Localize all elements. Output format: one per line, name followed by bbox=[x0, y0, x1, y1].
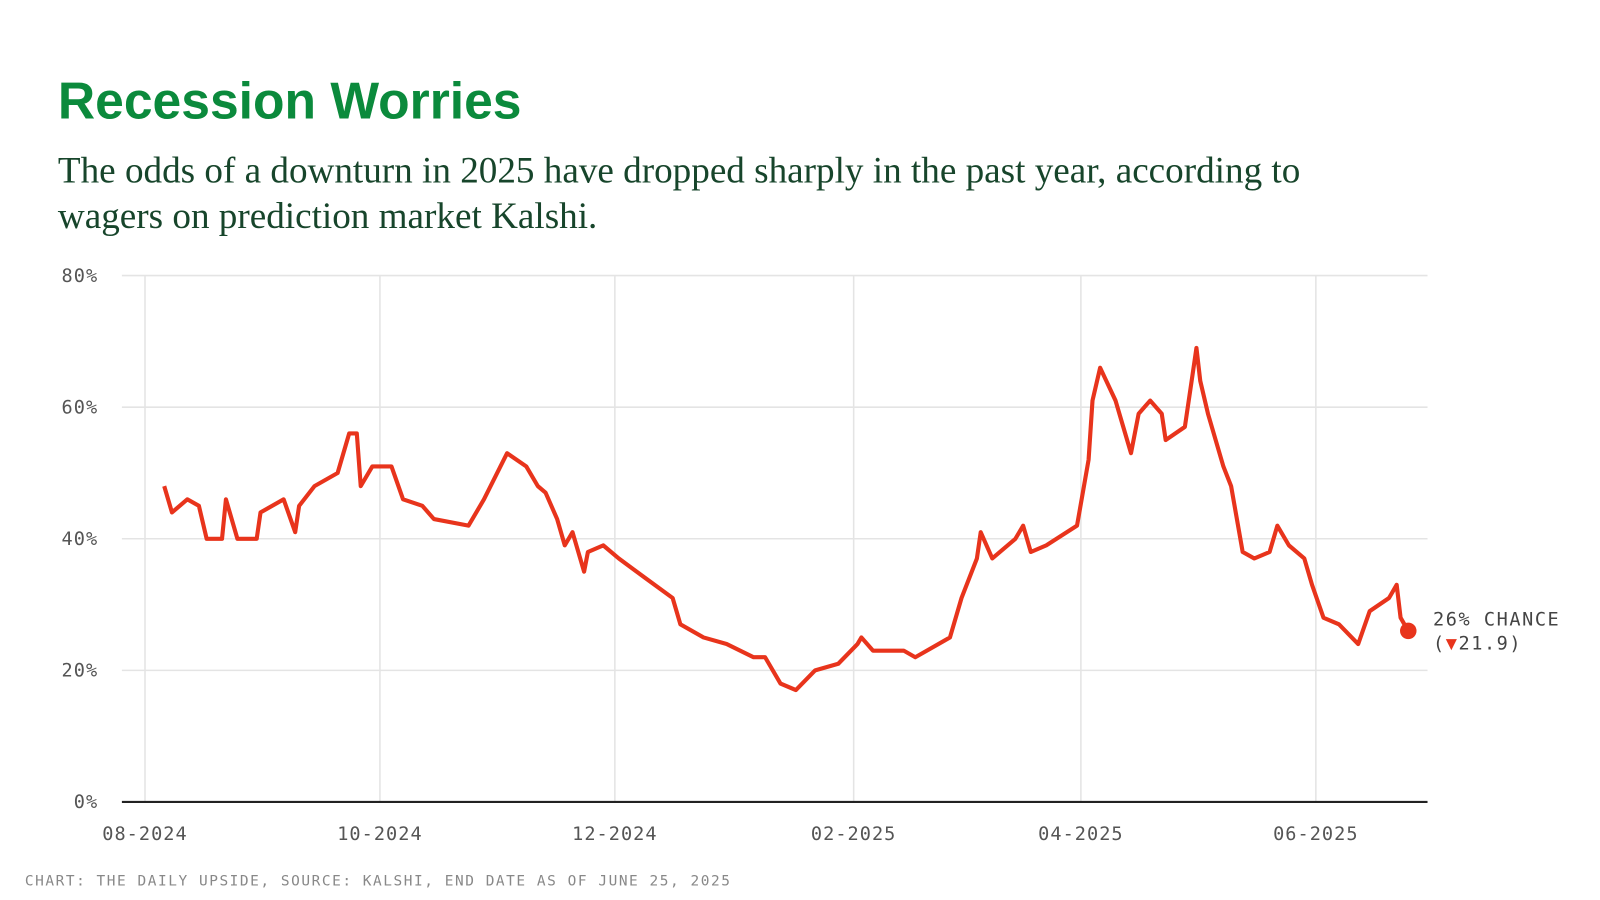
chart-subtitle: The odds of a downturn in 2025 have drop… bbox=[58, 151, 1300, 192]
x-tick-label: 08-2024 bbox=[102, 824, 187, 845]
annotation-part: 21.9) bbox=[1459, 633, 1523, 654]
y-tick-label: 20% bbox=[62, 661, 99, 682]
y-tick-label: 60% bbox=[62, 397, 99, 418]
x-tick-label: 10-2024 bbox=[337, 824, 422, 845]
x-tick-label: 04-2025 bbox=[1038, 824, 1123, 845]
end-point bbox=[1400, 622, 1417, 640]
source-note: CHART: THE DAILY UPSIDE, SOURCE: KALSHI,… bbox=[25, 874, 732, 890]
y-tick-label: 80% bbox=[62, 266, 99, 287]
annotation-label: 26% CHANCE bbox=[1433, 610, 1560, 631]
annotation-change: (▼21.9) bbox=[1433, 633, 1522, 654]
chart-subtitle: wagers on prediction market Kalshi. bbox=[58, 196, 597, 237]
chart-title: Recession Worries bbox=[58, 72, 522, 130]
annotation-part: ( bbox=[1433, 633, 1446, 654]
x-tick-label: 02-2025 bbox=[811, 824, 896, 845]
x-tick-label: 06-2025 bbox=[1273, 824, 1358, 845]
y-tick-label: 40% bbox=[62, 529, 99, 550]
x-tick-label: 12-2024 bbox=[572, 824, 657, 845]
annotation-part: ▼ bbox=[1446, 633, 1459, 654]
line-series bbox=[162, 345, 1411, 693]
y-tick-label: 0% bbox=[74, 792, 98, 813]
